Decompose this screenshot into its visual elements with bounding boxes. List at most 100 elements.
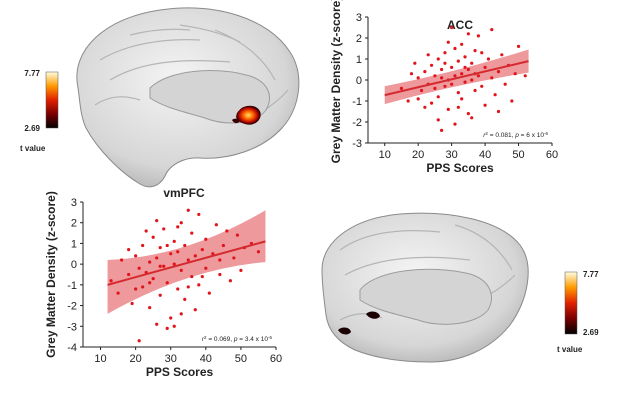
acc-chart-title: ACC: [447, 18, 473, 32]
acc-data-point: [443, 61, 447, 65]
vmpfc-data-point: [176, 250, 180, 254]
vmpfc-data-point: [218, 258, 222, 262]
acc-y-axis-label: Grey Matter Density (z-score): [329, 0, 343, 163]
colorbar-bottom: 7.77 2.69 t value: [557, 270, 599, 354]
acc-data-point: [453, 122, 457, 126]
vmpfc-y-tick-label: -3: [67, 321, 77, 333]
acc-data-point: [456, 105, 460, 109]
acc-data-point: [429, 101, 434, 105]
acc-x-tick-label: 50: [512, 149, 524, 161]
vmpfc-data-point: [169, 252, 173, 256]
acc-data-point: [426, 53, 430, 57]
vmpfc-data-point: [172, 239, 176, 243]
vmpfc-data-point: [176, 287, 180, 291]
acc-y-tick-label: 2: [356, 33, 362, 45]
vmpfc-data-point: [148, 306, 152, 310]
acc-data-point: [463, 65, 467, 69]
acc-data-point: [496, 109, 501, 114]
acc-data-point: [510, 99, 514, 103]
vmpfc-data-point: [197, 212, 201, 217]
colorbar-bottom-min: 2.69: [583, 328, 599, 337]
acc-data-point: [423, 70, 427, 74]
acc-data-point: [460, 42, 464, 46]
vmpfc-fit-line: [107, 240, 266, 286]
acc-data-point: [419, 88, 424, 93]
vmpfc-data-point: [204, 237, 208, 241]
acc-data-point: [473, 49, 477, 53]
acc-data-point: [453, 46, 457, 51]
acc-data-point: [473, 88, 477, 93]
vmpfc-data-point: [158, 245, 162, 250]
acc-fit-line: [384, 60, 529, 97]
vmpfc-data-point: [179, 312, 183, 316]
vmpfc-data-point: [158, 293, 162, 297]
acc-data-point: [513, 72, 517, 76]
vmpfc-y-tick-label: 2: [71, 218, 77, 230]
acc-data-point: [416, 76, 420, 80]
vmpfc-x-tick-label: 20: [130, 353, 142, 365]
vmpfc-data-point: [186, 258, 190, 262]
vmpfc-data-point: [162, 227, 166, 231]
vmpfc-data-point: [176, 225, 180, 229]
acc-data-point: [443, 51, 447, 55]
vmpfc-data-point: [141, 285, 145, 289]
vmpfc-data-point: [169, 316, 173, 320]
vmpfc-x-axis-label: PPS Scores: [146, 365, 214, 379]
vmpfc-data-point: [193, 308, 197, 312]
acc-data-point: [486, 57, 491, 61]
vmpfc-data-point: [235, 233, 239, 237]
brain-medial-bottom: [321, 212, 529, 363]
acc-data-point: [446, 40, 450, 44]
acc-data-point: [443, 84, 447, 88]
acc-data-point: [466, 112, 470, 116]
acc-data-point: [429, 63, 434, 67]
acc-data-point: [450, 65, 454, 69]
acc-data-point: [480, 51, 484, 55]
acc-data-point: [470, 61, 474, 65]
acc-data-point: [470, 78, 474, 82]
vmpfc-data-point: [151, 277, 155, 281]
acc-data-point: [456, 91, 460, 95]
colorbar-top-title: t value: [20, 144, 46, 153]
vmpfc-data-point: [120, 258, 124, 262]
acc-data-point: [466, 32, 470, 36]
vmpfc-data-point: [151, 235, 155, 239]
acc-data-point: [460, 72, 464, 76]
vmpfc-x-tick-label: 50: [235, 353, 247, 365]
acc-data-point: [409, 72, 414, 76]
colorbar-top: 7.77 2.69 t value: [20, 69, 59, 153]
vmpfc-data-point: [137, 266, 141, 270]
vmpfc-y-axis-label: Grey Matter Density (z-score): [44, 191, 58, 358]
vmpfc-data-point: [155, 322, 159, 326]
vmpfc-y-tick-label: 0: [71, 259, 77, 271]
vmpfc-data-point: [130, 301, 134, 306]
vmpfc-data-point: [204, 266, 208, 270]
acc-data-point: [490, 28, 494, 32]
vmpfc-data-point: [172, 262, 176, 266]
acc-data-point: [440, 76, 444, 80]
acc-data-point: [503, 82, 507, 86]
acc-data-point: [406, 99, 410, 103]
vmpfc-y-tick-label: -2: [67, 301, 77, 313]
vmpfc-x-tick-label: 60: [270, 353, 282, 365]
brain-medial-top: [76, 7, 300, 188]
acc-data-point: [433, 86, 437, 90]
vmpfc-data-point: [200, 274, 204, 279]
vmpfc-scatter-chart: -4 -3 -2 -1 0 1 2 3 10 20 30 40 50 60 PPS Scores Grey M…: [44, 186, 282, 379]
acc-data-point: [460, 97, 464, 101]
acc-x-tick-label: 10: [379, 149, 391, 161]
vmpfc-data-point: [183, 297, 187, 301]
acc-y-tick-label: 3: [356, 12, 362, 24]
vmpfc-data-point: [165, 281, 169, 285]
vmpfc-data-point: [232, 256, 236, 260]
vmpfc-data-point: [144, 229, 148, 233]
acc-x-tick-label: 30: [446, 149, 458, 161]
acc-data-point: [483, 65, 487, 69]
vmpfc-y-tick-label: -4: [67, 342, 77, 354]
acc-y-tick-label: -3: [352, 138, 362, 150]
vmpfc-data-point: [221, 243, 225, 248]
vmpfc-data-point: [134, 287, 138, 291]
vmpfc-data-point: [211, 252, 215, 256]
acc-data-point: [463, 80, 467, 84]
